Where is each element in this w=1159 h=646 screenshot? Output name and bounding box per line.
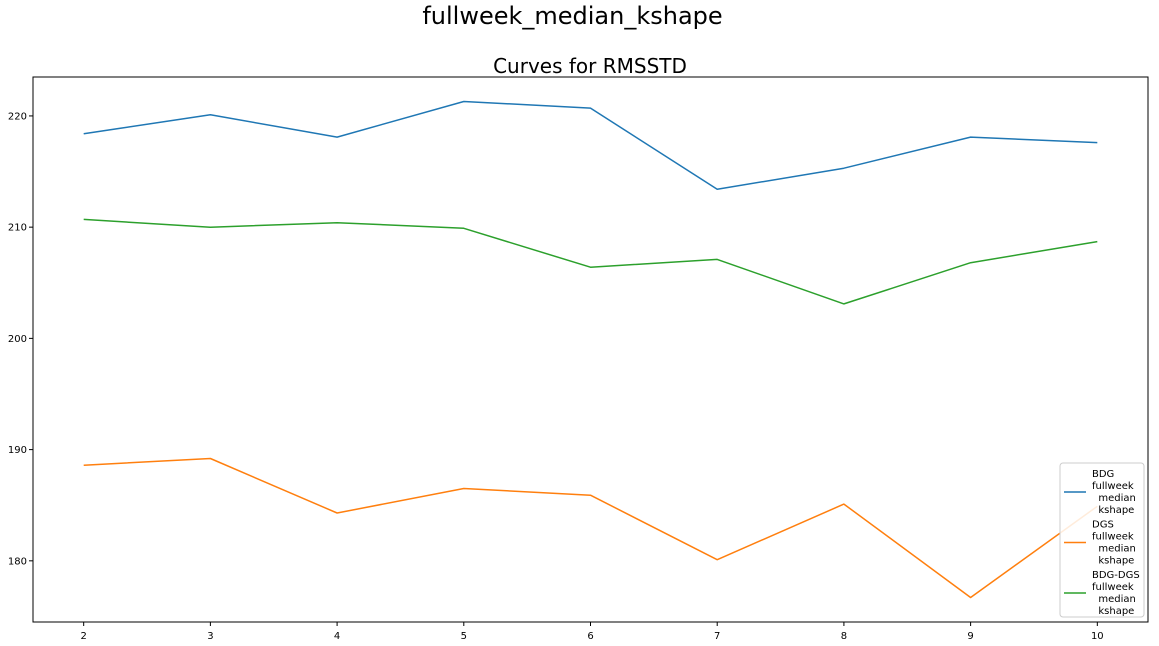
x-tick-label: 3 [207,631,213,642]
legend-box [1059,462,1145,618]
y-tick-label: 190 [8,445,27,456]
y-tick-label: 200 [8,334,27,345]
x-tick-label: 2 [80,631,86,642]
axes-title: Curves for RMSSTD [493,54,687,78]
x-tick-label: 9 [967,631,973,642]
x-tick-label: 4 [334,631,340,642]
legend-label-1: BDG fullweek median kshape [1092,469,1136,516]
plot-frame [32,76,1149,623]
x-tick-label: 6 [587,631,593,642]
y-tick-label: 180 [8,556,27,567]
x-tick-label: 8 [841,631,847,642]
y-axis: 180 190 200 210 220 [8,111,33,567]
x-tick-label: 10 [1091,631,1104,642]
y-tick-label: 220 [8,111,27,122]
x-tick-label: 7 [714,631,720,642]
y-tick-label: 210 [8,223,27,234]
figure-suptitle: fullweek_median_kshape [422,2,723,30]
legend-label-3: BDG-DGS fullweek median kshape [1092,570,1140,617]
plot-area [33,77,1148,622]
legend-label-2: DGS fullweek median kshape [1092,520,1136,567]
x-axis: 2 3 4 5 6 7 8 9 10 [80,622,1104,642]
x-tick-label: 5 [461,631,467,642]
series-layer [83,100,1098,599]
